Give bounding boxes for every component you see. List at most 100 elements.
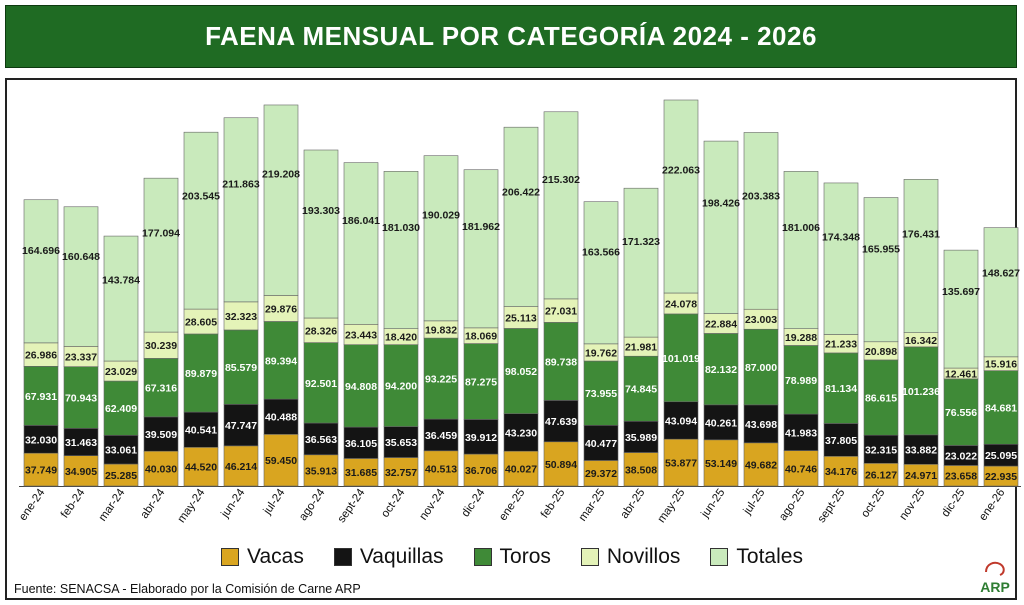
data-label-toros-jun-25: 82.132 [705,364,737,376]
data-label-vaquillas-sept-24: 36.105 [345,438,377,450]
data-label-novillos-ene-26: 15.916 [985,359,1017,371]
data-label-toros-abr-25: 74.845 [625,384,657,396]
legend-label-vacas: Vacas [247,545,304,568]
data-label-totales-nov-24: 190.029 [422,209,460,221]
legend-item-novillos: Novillos [580,545,681,569]
bar-segment-totales-dic-25 [943,249,979,369]
data-label-toros-jul-24: 89.394 [265,355,297,367]
x-tick-label-ene-26: ene-26 [977,487,1007,523]
data-label-totales-ago-25: 181.006 [782,222,820,234]
data-label-totales-oct-24: 181.030 [382,222,420,234]
bar-segment-vaquillas-may-25 [663,401,699,440]
data-label-vacas-jul-25: 49.682 [745,459,777,471]
bar-segment-vacas-jun-24 [223,445,259,487]
data-label-vaquillas-mar-25: 40.477 [585,438,617,450]
data-label-totales-oct-25: 165.955 [862,243,900,255]
data-label-vaquillas-abr-24: 39.509 [145,429,177,441]
bar-segment-vacas-jun-25 [703,439,739,487]
bar-segment-vaquillas-dic-24 [463,419,499,455]
data-label-vacas-may-25: 53.877 [665,458,697,470]
bar-segment-totales-jul-25 [743,132,779,310]
bar-segment-toros-feb-24 [63,366,99,429]
data-label-vaquillas-may-24: 40.541 [185,425,217,437]
x-tick-label-abr-25: abr-25 [619,487,648,521]
x-tick-label-abr-24: abr-24 [139,486,168,521]
data-label-totales-jun-25: 198.426 [702,198,740,210]
x-tick-label-ago-24: ago-24 [297,486,328,523]
data-label-vacas-mar-24: 25.285 [105,470,137,482]
bar-segment-totales-nov-25 [903,179,939,333]
data-label-vaquillas-ene-25: 43.230 [505,427,537,439]
x-tick-label-mar-25: mar-25 [577,487,608,524]
legend-label-vaquillas: Vaquillas [359,545,444,568]
data-label-novillos-feb-25: 27.031 [545,306,577,318]
bar-segment-toros-jun-25 [703,333,739,406]
legend-item-toros: Toros [473,545,551,569]
x-tick-label-mar-24: mar-24 [97,486,128,523]
data-label-toros-abr-24: 67.316 [145,383,177,395]
bar-segment-vacas-may-25 [663,438,699,487]
bar-segment-vacas-may-24 [183,447,219,487]
bar-segment-totales-oct-24 [383,171,419,329]
bar-segment-toros-may-24 [183,333,219,413]
bar-segment-totales-feb-25 [543,111,579,300]
x-tick-label-may-24: may-24 [176,486,208,525]
bar-segment-vacas-sept-25 [823,455,859,487]
data-label-toros-ene-26: 84.681 [985,402,1017,414]
data-label-toros-dic-24: 87.275 [465,376,497,388]
logo-mark [985,561,1005,576]
data-label-novillos-nov-25: 16.342 [905,335,937,347]
data-label-toros-ago-25: 78.989 [785,375,817,387]
data-label-totales-ene-26: 148.627 [982,268,1020,280]
data-label-totales-dic-24: 181.962 [462,221,500,233]
logo-text: ARP [980,579,1010,595]
data-label-toros-oct-24: 94.200 [385,381,417,393]
data-label-vacas-dic-24: 36.706 [465,465,497,477]
data-label-vacas-sept-25: 34.176 [825,466,857,478]
data-label-vaquillas-feb-25: 47.639 [545,416,577,428]
x-tick-label-jul-24: jul-24 [261,486,288,517]
legend-swatch-vacas [221,548,240,566]
data-label-novillos-feb-24: 23.337 [65,352,97,364]
data-label-vaquillas-abr-25: 35.989 [625,432,657,444]
bar-segment-vaquillas-nov-25 [903,434,939,465]
data-label-vacas-sept-24: 31.685 [345,467,377,479]
bar-segment-vaquillas-jun-25 [703,404,739,441]
data-label-toros-nov-25: 101.236 [902,386,940,398]
bar-segment-toros-dic-24 [463,343,499,420]
bar-segment-toros-jul-25 [743,328,779,406]
data-label-vacas-may-24: 44.520 [185,462,217,474]
legend-swatch-totales [710,548,729,566]
data-label-novillos-oct-25: 20.898 [865,346,897,358]
data-label-toros-ene-25: 98.052 [505,366,537,378]
chart-title: FAENA MENSUAL POR CATEGORÍA 2024 - 2026 [205,21,817,51]
data-label-totales-jul-24: 219.208 [262,168,300,180]
source-footnote: Fuente: SENACSA - Elaborado por la Comis… [14,582,361,596]
data-label-toros-mar-24: 62.409 [105,403,137,415]
data-label-novillos-dic-24: 18.069 [465,331,497,343]
legend-label-novillos: Novillos [606,545,681,568]
bar-segment-toros-mar-24 [103,380,139,436]
bar-segment-vaquillas-ago-24 [303,422,339,456]
data-label-toros-jul-25: 87.000 [745,362,777,374]
data-label-vaquillas-ene-24: 32.030 [25,434,57,446]
x-tick-label-ago-25: ago-25 [777,487,807,523]
bar-segment-toros-jul-24 [263,321,299,400]
bar-segment-novillos-ago-24 [303,317,339,343]
x-tick-label-ene-25: ene-25 [497,487,527,523]
bar-segment-vaquillas-oct-24 [383,426,419,458]
bar-segment-vaquillas-ene-24 [23,425,59,454]
data-label-vaquillas-jun-24: 47.747 [225,420,257,432]
data-label-toros-feb-25: 89.738 [545,356,577,368]
data-label-vacas-mar-25: 29.372 [585,468,617,480]
arp-logo: ARP [980,561,1010,595]
data-label-vacas-jul-24: 59.450 [265,455,297,467]
x-tick-label-jun-25: jun-25 [699,487,728,521]
data-label-novillos-may-25: 24.078 [665,298,697,310]
x-tick-label-feb-25: feb-25 [539,487,568,521]
data-label-totales-jul-25: 203.383 [742,191,780,203]
bar-segment-toros-jun-24 [223,329,259,405]
bar-segment-vacas-abr-25 [623,452,659,487]
data-label-novillos-abr-25: 21.981 [625,342,657,354]
data-label-totales-jun-24: 211.863 [222,179,260,191]
